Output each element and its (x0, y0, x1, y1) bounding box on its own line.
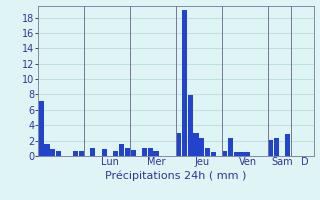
Bar (148, 148, 153, 156)
Bar (182, 10, 187, 156)
Bar (153, 151, 158, 156)
Bar (245, 152, 250, 156)
Bar (125, 148, 130, 156)
Bar (194, 133, 199, 156)
Bar (176, 133, 181, 156)
Bar (56, 151, 61, 156)
Bar (268, 140, 273, 156)
Bar (188, 95, 193, 156)
Bar (205, 148, 210, 156)
Bar (44, 144, 50, 156)
Bar (211, 152, 216, 156)
Bar (239, 152, 244, 156)
Bar (222, 151, 227, 156)
Bar (39, 101, 44, 156)
Bar (119, 144, 124, 156)
Bar (285, 134, 290, 156)
Bar (79, 151, 84, 156)
Bar (102, 149, 107, 156)
Bar (50, 149, 55, 156)
Bar (142, 148, 147, 156)
Bar (234, 152, 239, 156)
Bar (131, 150, 136, 156)
Bar (228, 138, 233, 156)
Bar (90, 148, 95, 156)
X-axis label: Précipitations 24h ( mm ): Précipitations 24h ( mm ) (105, 170, 247, 181)
Bar (113, 151, 118, 156)
Bar (73, 151, 78, 156)
Bar (274, 138, 279, 156)
Bar (199, 138, 204, 156)
